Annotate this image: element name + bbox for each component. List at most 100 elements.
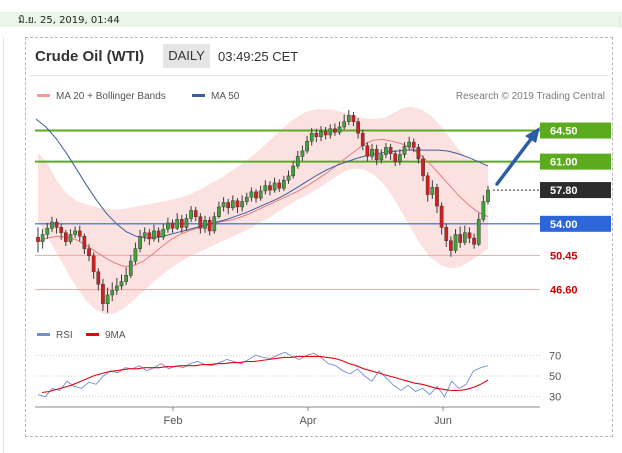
ma50-legend-swatch	[192, 94, 205, 97]
candle	[300, 145, 305, 161]
candle	[416, 143, 421, 164]
candle-body-up	[240, 201, 244, 208]
candle	[277, 179, 282, 192]
candle-body-up	[337, 126, 342, 133]
candle	[235, 198, 240, 214]
candle-body-up	[258, 190, 263, 199]
candle-body-down	[179, 219, 184, 228]
candle-body-up	[166, 222, 170, 230]
candle	[319, 126, 323, 142]
candle-body-down	[193, 210, 198, 217]
candle-body-down	[411, 141, 416, 148]
candle-body-down	[393, 153, 398, 162]
ma20-line	[37, 138, 489, 268]
candle	[91, 252, 96, 279]
candle	[384, 142, 388, 159]
candle	[346, 110, 351, 126]
candle-body-up	[221, 202, 226, 208]
candle	[374, 144, 379, 166]
date-text: มิ.ย. 25, 2019, 01:44	[18, 15, 120, 26]
candle	[263, 180, 268, 195]
candle	[402, 142, 407, 159]
candle-body-down	[77, 230, 82, 237]
candle	[286, 170, 291, 184]
x-tick-label-apr: Apr	[299, 415, 316, 427]
candle	[138, 230, 142, 253]
candle	[207, 216, 212, 236]
candle	[425, 172, 430, 202]
candle-body-down	[82, 236, 87, 249]
candle	[268, 181, 272, 196]
candle	[175, 213, 180, 231]
candle-body-up	[295, 156, 300, 167]
candle	[449, 236, 453, 257]
candle	[328, 124, 333, 139]
header-time: 03:49:25 CET	[218, 49, 299, 64]
candle-body-up	[68, 234, 73, 242]
candle	[393, 150, 398, 167]
level-badge-64-50	[540, 122, 611, 139]
ma-bands-legend-label: MA 20 + Bollinger Bands	[56, 91, 166, 102]
candle	[444, 223, 449, 247]
candle-body-down	[254, 191, 258, 199]
candle-body-down	[365, 145, 370, 157]
rsi-tick-label-50: 50	[549, 371, 561, 383]
candle	[198, 213, 203, 234]
candle	[379, 149, 384, 164]
candle-body-down	[421, 158, 425, 177]
candle	[360, 129, 365, 151]
candle-body-up	[189, 210, 193, 219]
target-arrow	[495, 127, 540, 186]
credit-text: Research © 2019 Trading Central	[456, 91, 605, 102]
candle	[462, 225, 467, 246]
candles	[36, 110, 490, 313]
level-label-46-60: 46.60	[550, 285, 578, 297]
candle	[128, 254, 133, 279]
candle-body-up	[212, 216, 217, 232]
candle-body-up	[453, 234, 458, 251]
candle	[439, 202, 444, 235]
candle-body-up	[286, 175, 291, 181]
candle-body-up	[384, 147, 388, 155]
rsi-legend-swatch	[37, 333, 50, 336]
candle-body-down	[356, 121, 360, 134]
candle-body-up	[175, 219, 180, 229]
x-tick-label-feb: Feb	[164, 415, 183, 427]
candle	[467, 227, 472, 244]
rsi-grid: 70 50 30	[35, 350, 561, 404]
candle-body-down	[351, 115, 356, 122]
candle	[351, 111, 356, 127]
instrument-title: Crude Oil (WTI)	[35, 48, 145, 65]
candle-body-up	[282, 180, 286, 189]
candle-body-down	[170, 222, 175, 229]
candle	[142, 227, 147, 242]
candle-body-up	[272, 182, 277, 191]
candle	[170, 219, 175, 233]
target-arrow-shaft	[495, 137, 533, 186]
candle	[230, 195, 235, 211]
candle-body-down	[147, 232, 152, 240]
candle-body-up	[40, 234, 45, 242]
candle	[282, 175, 286, 191]
candle	[217, 201, 221, 219]
candle-body-up	[379, 154, 384, 161]
candle	[147, 229, 152, 246]
candle-body-up	[230, 200, 235, 209]
level-label-54-00: 54.00	[550, 219, 578, 231]
timeframe-badge[interactable]: DAILY	[163, 44, 210, 68]
candle	[87, 244, 91, 262]
candle	[272, 177, 277, 193]
candle-body-up	[184, 218, 189, 228]
chart-frame	[25, 37, 613, 437]
candle-body-down	[36, 236, 40, 242]
candle-body-up	[244, 196, 249, 202]
candle-body-up	[486, 189, 490, 202]
candle	[101, 278, 105, 311]
candle-body-down	[268, 185, 272, 191]
candle-body-up	[115, 285, 119, 291]
candle	[68, 229, 73, 245]
candle-body-down	[388, 147, 393, 154]
candle	[77, 225, 82, 242]
candle-body-up	[138, 236, 142, 249]
candle	[430, 180, 435, 199]
